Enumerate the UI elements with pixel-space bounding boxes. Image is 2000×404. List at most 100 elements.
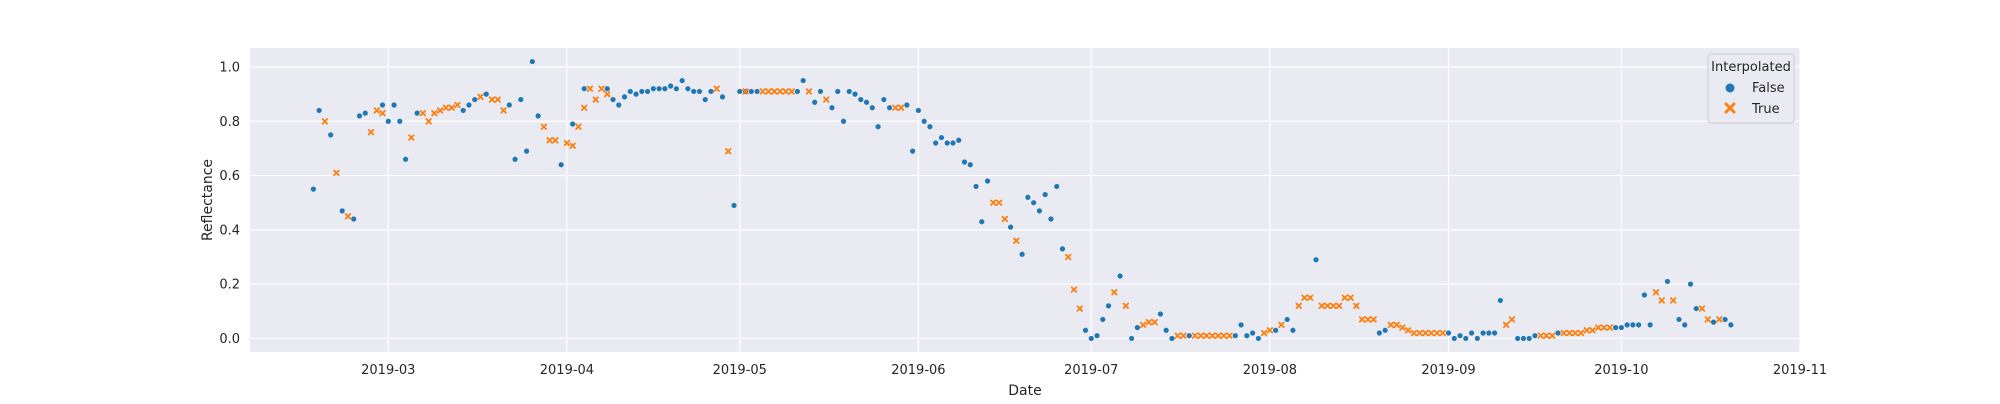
point-observed: [1492, 330, 1498, 336]
point-observed: [1376, 330, 1382, 336]
point-interpolated: [990, 199, 997, 206]
y-tick-label: 0.2: [219, 278, 240, 293]
point-interpolated: [1502, 321, 1510, 329]
point-interpolated: [1335, 302, 1343, 310]
point-interpolated: [442, 104, 450, 111]
point-interpolated: [419, 109, 427, 117]
point-interpolated: [1295, 302, 1302, 310]
point-observed: [558, 162, 564, 168]
point-observed: [961, 159, 968, 165]
point-interpolated: [1606, 324, 1614, 331]
point-interpolated: [1324, 302, 1331, 310]
point-observed: [1273, 327, 1279, 333]
point-observed: [1451, 335, 1457, 342]
point-interpolated: [604, 90, 611, 98]
point-observed: [1618, 324, 1624, 331]
point-observed: [1094, 333, 1100, 339]
point-interpolated: [782, 88, 790, 95]
legend: Interpolated False True: [1707, 53, 1795, 124]
point-observed: [863, 99, 870, 105]
point-observed: [1031, 200, 1037, 206]
point-observed: [1526, 335, 1532, 342]
point-observed: [1722, 316, 1728, 323]
point-observed: [1515, 335, 1521, 342]
point-observed: [1255, 335, 1261, 342]
point-observed: [1117, 273, 1123, 279]
point-observed: [397, 118, 403, 124]
point-interpolated: [1508, 316, 1516, 323]
point-observed: [414, 110, 420, 116]
point-observed: [1082, 327, 1089, 333]
point-observed: [379, 102, 386, 108]
x-tick-label: 2019-06: [891, 363, 945, 378]
tick-labels: 2019-03 2019-04 2019-05 2019-06 2019-07 2019-…: [219, 61, 1827, 379]
point-observed: [794, 88, 800, 95]
point-observed: [731, 202, 737, 209]
point-observed: [1468, 330, 1475, 336]
point-observed: [719, 94, 726, 100]
point-interpolated: [1716, 316, 1723, 323]
point-interpolated: [892, 104, 899, 111]
point-observed: [523, 148, 530, 154]
point-observed: [391, 102, 397, 108]
point-interpolated: [1364, 316, 1372, 323]
point-observed: [627, 88, 633, 95]
point-interpolated: [1076, 305, 1083, 312]
point-interpolated: [897, 104, 905, 111]
point-interpolated: [1013, 237, 1020, 244]
x-axis-label: Date: [1008, 383, 1041, 399]
point-interpolated: [1704, 316, 1712, 323]
point-interpolated: [1318, 302, 1325, 310]
point-interpolated: [540, 123, 548, 130]
point-interpolated: [823, 96, 830, 103]
point-observed: [869, 105, 875, 111]
point-observed: [910, 148, 916, 154]
plot-background: [250, 48, 1800, 352]
point-observed: [506, 102, 512, 108]
point-interpolated: [1214, 332, 1222, 339]
point-observed: [829, 105, 835, 111]
point-observed: [1059, 246, 1066, 252]
point-observed: [1630, 322, 1636, 328]
point-interpolated: [1404, 327, 1412, 334]
point-observed: [472, 96, 478, 103]
point-observed: [356, 113, 363, 119]
point-interpolated: [1572, 329, 1579, 337]
point-interpolated: [586, 85, 594, 92]
point-observed: [1532, 333, 1538, 339]
point-interpolated: [1353, 302, 1360, 310]
point-interpolated: [592, 96, 599, 103]
point-interpolated: [1537, 332, 1544, 339]
point-observed: [748, 88, 754, 95]
point-observed: [460, 107, 466, 114]
point-observed: [737, 88, 743, 95]
point-observed: [466, 102, 472, 108]
point-observed: [881, 96, 887, 103]
point-observed: [328, 132, 334, 138]
point-interpolated: [1001, 215, 1009, 223]
point-interpolated: [742, 88, 749, 95]
point-observed: [1238, 322, 1244, 328]
point-interpolated: [448, 104, 455, 111]
point-observed: [402, 156, 409, 162]
point-interpolated: [776, 88, 784, 95]
point-interpolated: [500, 107, 507, 114]
point-interpolated: [1560, 329, 1567, 337]
point-observed: [858, 96, 864, 103]
x-tick-label: 2019-11: [1773, 363, 1827, 378]
point-observed: [702, 96, 708, 103]
point-observed: [938, 134, 945, 141]
y-tick-label: 0.8: [219, 115, 240, 130]
point-observed: [518, 96, 524, 103]
point-interpolated: [1145, 318, 1153, 326]
point-observed: [956, 137, 962, 143]
point-observed: [644, 88, 651, 95]
legend-marker-true: [1724, 102, 1736, 114]
point-observed: [621, 94, 628, 100]
point-interpolated: [1301, 294, 1308, 301]
y-tick-label: 0.6: [219, 169, 240, 184]
point-observed: [1520, 335, 1527, 342]
point-interpolated: [713, 85, 720, 92]
y-tick-label: 1.0: [219, 61, 240, 76]
point-observed: [852, 91, 858, 97]
